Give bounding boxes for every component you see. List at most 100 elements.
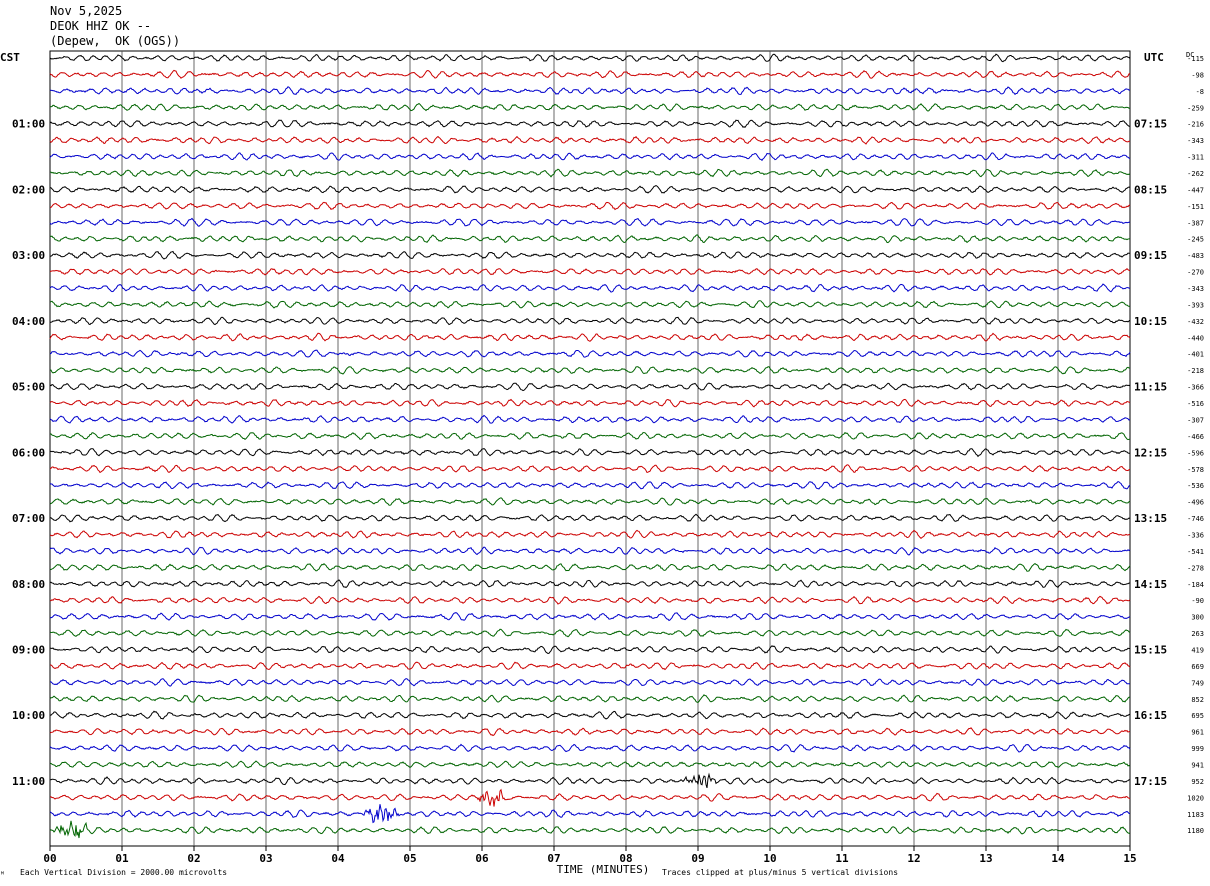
right-hour-label: 12:15 bbox=[1134, 446, 1167, 459]
left-hour-label: 10:00 bbox=[12, 709, 45, 722]
trace-line bbox=[49, 628, 1131, 638]
dc-offset-label: -8 bbox=[1196, 88, 1204, 96]
dc-offset-label: 852 bbox=[1191, 696, 1204, 704]
x-tick-label: 09 bbox=[691, 852, 704, 865]
right-hour-label: 17:15 bbox=[1134, 775, 1167, 788]
x-tick-label: 04 bbox=[331, 852, 345, 865]
left-hour-label: 11:00 bbox=[12, 775, 45, 788]
trace-line bbox=[50, 513, 1131, 523]
trace-line bbox=[49, 267, 1131, 276]
dc-offset-label: -245 bbox=[1187, 236, 1204, 244]
dc-offset-label: -216 bbox=[1187, 121, 1204, 129]
left-timezone-label: CST bbox=[0, 51, 20, 64]
trace-line bbox=[49, 612, 1131, 622]
dc-offset-label: 999 bbox=[1191, 745, 1204, 753]
dc-offset-label: -278 bbox=[1187, 564, 1204, 572]
trace-line bbox=[49, 448, 1131, 458]
left-hour-label: 01:00 bbox=[12, 118, 45, 131]
trace-line bbox=[50, 661, 1131, 671]
trace-line bbox=[49, 382, 1131, 392]
x-axis-title: TIME (MINUTES) bbox=[557, 863, 650, 876]
trace-line bbox=[49, 727, 1131, 737]
left-hour-label: 03:00 bbox=[12, 249, 45, 262]
header-station: DEOK HHZ OK -- bbox=[50, 19, 152, 33]
logo-mark: ᴹ bbox=[0, 870, 5, 879]
left-hour-label: 02:00 bbox=[12, 183, 45, 196]
trace-line bbox=[49, 645, 1131, 655]
trace-line bbox=[50, 102, 1130, 112]
trace-line bbox=[49, 820, 1131, 839]
plot-frame bbox=[49, 50, 1131, 847]
x-tick-label: 03 bbox=[259, 852, 272, 865]
dc-offset-label: -98 bbox=[1191, 71, 1204, 79]
dc-offset-label: -746 bbox=[1187, 515, 1204, 523]
dc-offset-label: -578 bbox=[1187, 466, 1204, 474]
dc-offset-label: -218 bbox=[1187, 367, 1204, 375]
dc-offset-label: -343 bbox=[1187, 137, 1204, 145]
trace-line bbox=[49, 332, 1131, 342]
dc-offset-label: -366 bbox=[1187, 384, 1204, 392]
right-hour-label: 14:15 bbox=[1134, 578, 1167, 591]
dc-offset-label: 1020 bbox=[1187, 794, 1204, 802]
dc-offset-label: 1180 bbox=[1187, 827, 1204, 835]
left-hour-label: 08:00 bbox=[12, 578, 45, 591]
dc-offset-label: -496 bbox=[1187, 499, 1204, 507]
dc-offset-label: -259 bbox=[1187, 104, 1204, 112]
dc-offset-label: -311 bbox=[1187, 154, 1204, 162]
x-tick-label: 06 bbox=[475, 852, 489, 865]
dc-offset-label: -184 bbox=[1187, 581, 1204, 589]
dc-offset-label: 1183 bbox=[1187, 811, 1204, 819]
trace-line bbox=[49, 546, 1131, 556]
dc-offset-label: 749 bbox=[1191, 679, 1204, 687]
dc-offset-label: 263 bbox=[1191, 630, 1204, 638]
dc-offset-label: -401 bbox=[1187, 351, 1204, 359]
dc-offset-label: -393 bbox=[1187, 301, 1204, 309]
trace-line bbox=[49, 694, 1131, 703]
trace-line bbox=[49, 250, 1131, 260]
dc-offset-label: 952 bbox=[1191, 778, 1204, 786]
trace-line bbox=[49, 398, 1131, 408]
dc-offset-label: -483 bbox=[1187, 252, 1204, 260]
right-hour-label: 15:15 bbox=[1134, 643, 1167, 656]
trace-line bbox=[49, 300, 1131, 309]
trace-line bbox=[50, 185, 1131, 194]
trace-line bbox=[49, 135, 1131, 145]
dc-offset-label: -115 bbox=[1187, 55, 1204, 63]
trace-line bbox=[49, 481, 1131, 490]
dc-offset-label: -440 bbox=[1187, 334, 1204, 342]
trace-line bbox=[49, 678, 1131, 687]
right-hour-label: 16:15 bbox=[1134, 709, 1167, 722]
trace-line bbox=[49, 464, 1131, 474]
x-tick-label: 13 bbox=[979, 852, 992, 865]
right-hour-label: 13:15 bbox=[1134, 512, 1167, 525]
right-hour-label: 07:15 bbox=[1134, 118, 1167, 131]
trace-line bbox=[50, 168, 1131, 178]
trace-line bbox=[49, 366, 1130, 375]
x-tick-label: 07 bbox=[547, 852, 560, 865]
trace-line bbox=[49, 760, 1131, 769]
dc-offset-label: -466 bbox=[1187, 433, 1204, 441]
trace-line bbox=[49, 349, 1131, 358]
trace-line bbox=[49, 431, 1131, 441]
trace-line bbox=[49, 86, 1131, 96]
trace-line bbox=[49, 234, 1131, 244]
header-location: (Depew, OK (OGS)) bbox=[50, 34, 181, 48]
dc-offset-label: -387 bbox=[1187, 219, 1204, 227]
dc-offset-label: -90 bbox=[1191, 597, 1204, 605]
x-tick-label: 12 bbox=[907, 852, 920, 865]
dc-header: DC bbox=[1186, 51, 1194, 59]
right-hour-label: 08:15 bbox=[1134, 183, 1167, 196]
dc-offset-label: 961 bbox=[1191, 729, 1204, 737]
dc-offset-label: -343 bbox=[1187, 285, 1204, 293]
trace-line bbox=[49, 497, 1131, 506]
dc-offset-label: -541 bbox=[1187, 548, 1204, 556]
dc-offset-label: 695 bbox=[1191, 712, 1204, 720]
right-timezone-label: UTC bbox=[1144, 51, 1164, 64]
x-tick-label: 02 bbox=[187, 852, 200, 865]
dc-offset-label: -336 bbox=[1187, 531, 1204, 539]
trace-line bbox=[49, 579, 1131, 589]
right-hour-label: 10:15 bbox=[1134, 315, 1167, 328]
trace-line bbox=[49, 283, 1131, 293]
trace-line bbox=[49, 710, 1131, 720]
